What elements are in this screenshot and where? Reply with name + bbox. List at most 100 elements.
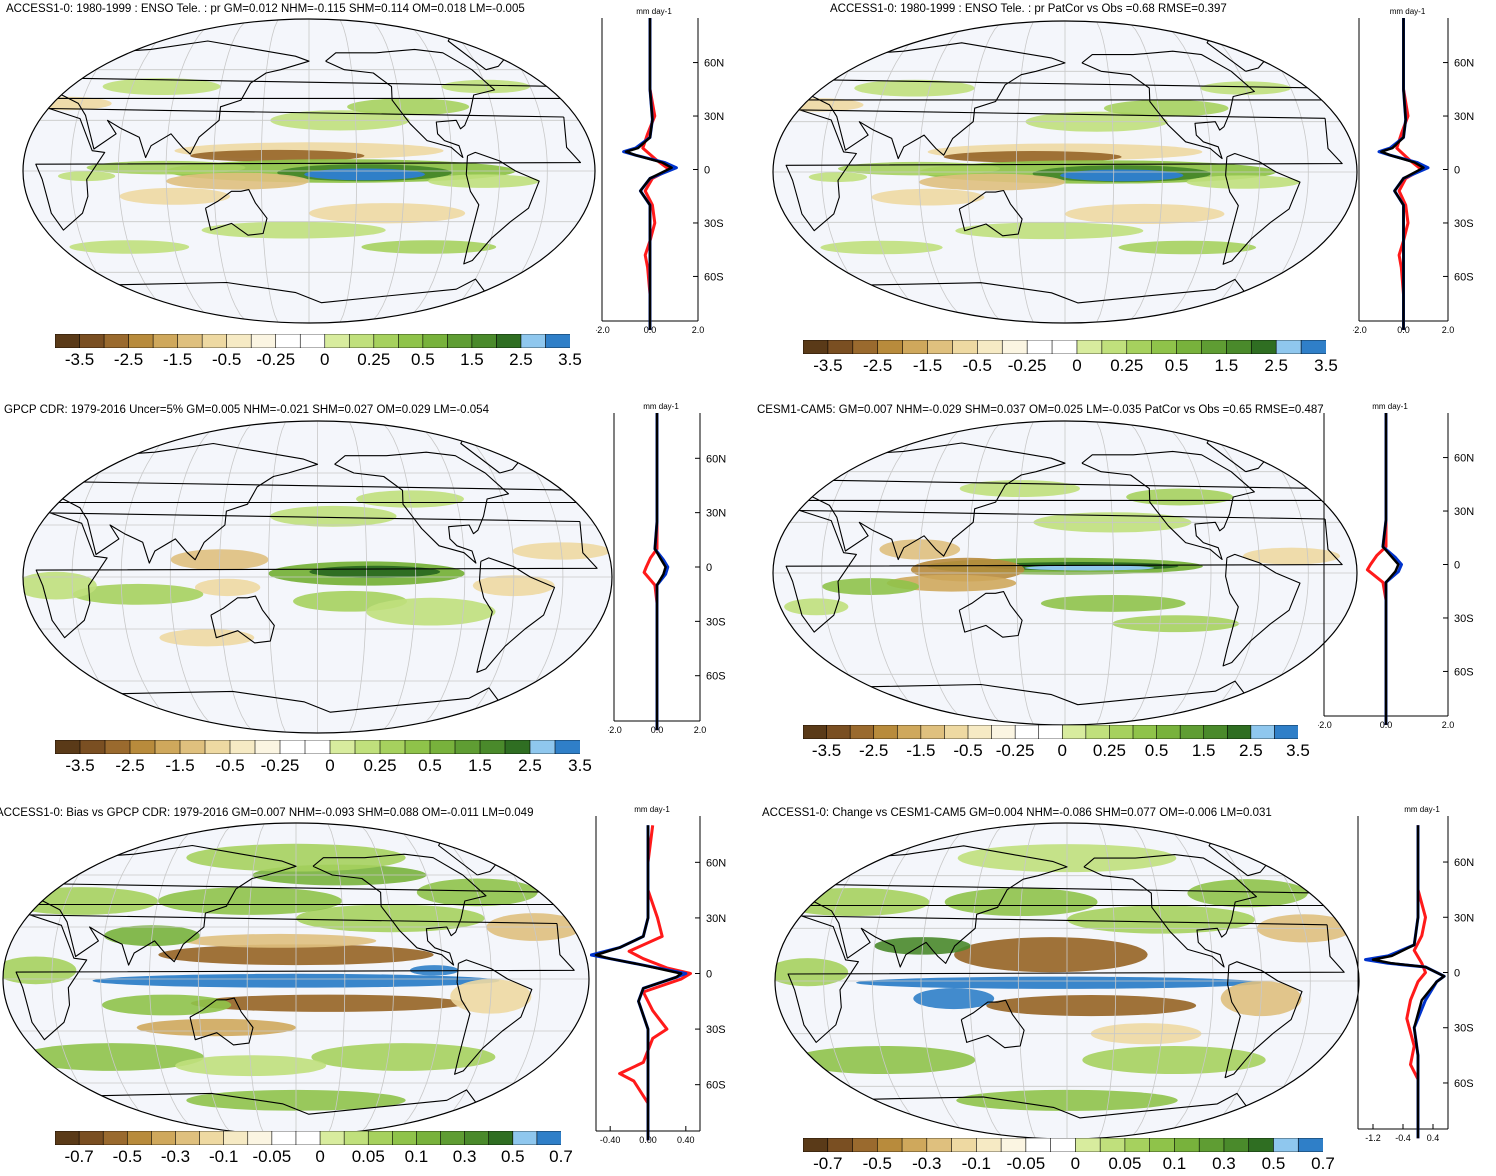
precip-anomaly-region [58, 171, 116, 182]
panel-title: ACCESS1-0: 1980-1999 : ENSO Tele. : pr P… [830, 3, 1227, 15]
colorbar-tick-label: -3.5 [65, 756, 95, 775]
graticule-meridian [1127, 21, 1163, 323]
colorbar-tick-label: -1.5 [165, 756, 195, 775]
profile-x-label: -0.4 [1395, 1133, 1411, 1143]
colorbar-tick-label: -2.5 [859, 741, 889, 760]
graticule-meridian [213, 19, 248, 323]
profile-x-label: 0.0 [1397, 325, 1410, 335]
profile-lat-label: 60N [706, 857, 726, 869]
graticule-meridian [149, 823, 203, 1135]
graticule-meridian [1017, 823, 1037, 1139]
colorbar-swatch [852, 340, 879, 354]
graticule-meridian [1095, 21, 1115, 323]
coastline [787, 915, 1345, 1043]
graticule-meridian [400, 19, 453, 323]
colorbar-swatch [826, 725, 851, 739]
graticule-meridian [100, 823, 171, 1135]
precip-anomaly-region [4, 887, 158, 915]
graticule-meridian [1190, 21, 1261, 323]
coastline [1081, 50, 1255, 160]
colorbar-swatch [247, 1131, 273, 1145]
colorbar-tick-label: 3.5 [558, 350, 582, 369]
colorbar-tick-label: -3.5 [64, 350, 95, 369]
coastline [1081, 450, 1255, 561]
profile-line-red [641, 18, 671, 330]
colorbar-swatch [488, 1131, 514, 1145]
precip-map [2, 822, 590, 1136]
profile-x-label: -2.0 [608, 725, 622, 735]
profile-unit-label: mm day-1 [634, 805, 670, 814]
profile-lat-label: 60N [1454, 453, 1474, 465]
profile-unit-label: mm day-1 [1390, 7, 1426, 16]
panel-cesm-enso: CESM1-CAM5: GM=0.007 NHM=-0.029 SHM=0.03… [748, 395, 1496, 785]
colorbar-tick-label: 1.5 [1214, 356, 1239, 375]
profile-lat-label: 60S [1454, 1078, 1474, 1090]
colorbar-swatch [496, 334, 522, 348]
colorbar-swatch [1151, 340, 1178, 354]
profile-unit-label: mm day-1 [1404, 805, 1440, 814]
precip-anomaly-region [190, 994, 467, 1012]
colorbar-tick-label: -0.5 [212, 350, 242, 369]
colorbar-tick-label: -0.1 [209, 1147, 239, 1166]
colorbar-swatch [279, 740, 306, 754]
colorbar [55, 1131, 561, 1145]
colorbar-swatch [479, 740, 506, 754]
colorbar-swatch [1124, 1138, 1151, 1152]
colorbar [55, 334, 570, 348]
graticule-meridian [218, 421, 255, 733]
coastline [25, 844, 561, 966]
colorbar-tick-label: -0.25 [995, 741, 1035, 760]
colorbar-tick-label: 0.5 [1261, 1154, 1286, 1173]
profile-line-red [1395, 18, 1423, 330]
profile-unit-label: mm day-1 [636, 7, 672, 16]
graticule-meridian [370, 19, 405, 323]
colorbar-labels: -3.5 -2.5 -1.5 -0.5 -0.25 0 0.25 0.5 1.5 2.5 3.5 [803, 741, 1310, 763]
colorbar-swatch [1026, 340, 1053, 354]
profile-lat-label: 60S [706, 671, 726, 683]
colorbar-tick-label: -0.25 [1007, 356, 1047, 375]
colorbar-tick-label: 0 [1072, 356, 1082, 375]
panel-title: ACCESS1-0: Change vs CESM1-CAM5 GM=0.004… [762, 807, 1272, 819]
colorbar-swatch [229, 740, 256, 754]
profile-lat-label: 0 [1454, 968, 1460, 980]
panel-access-bias: ACCESS1-0: Bias vs GPCP CDR: 1979-2016 G… [0, 798, 748, 1171]
graticule-meridian [1015, 21, 1035, 323]
colorbar-swatch [1297, 1138, 1323, 1152]
colorbar-swatch [223, 1131, 249, 1145]
colorbar-swatch [152, 334, 179, 348]
precip-anomaly-region [102, 78, 221, 95]
precip-anomaly-region [159, 629, 255, 647]
graticule-meridian [918, 421, 972, 725]
colorbar-swatch [1179, 725, 1205, 739]
profile-lat-label: 0 [704, 165, 710, 177]
precip-map [22, 420, 613, 734]
coastline [204, 189, 268, 236]
colorbar-swatch [967, 725, 993, 739]
colorbar-swatch [877, 340, 904, 354]
coastline [454, 959, 533, 1075]
coastline [64, 278, 554, 304]
graticule-meridian [443, 421, 515, 733]
coastline [817, 1092, 1317, 1119]
graticule-meridian [869, 421, 940, 725]
precip-anomaly-region [136, 1018, 296, 1037]
colorbar-tick-label: 0.1 [1162, 1154, 1187, 1173]
graticule-meridian [869, 21, 940, 323]
colorbar-swatch [354, 740, 381, 754]
colorbar-tick-label: 0.25 [1110, 356, 1144, 375]
panel-access-patcor: ACCESS1-0: 1980-1999 : ENSO Tele. : pr P… [748, 0, 1496, 390]
colorbar [55, 740, 580, 754]
graticule-meridian [1192, 823, 1263, 1139]
profile-lat-label: 60N [704, 58, 724, 70]
colorbar [803, 340, 1326, 354]
profile-line-red [1365, 413, 1388, 725]
colorbar-tick-label: -1.5 [162, 350, 193, 369]
colorbar-swatch [1203, 725, 1228, 739]
colorbar-swatch [520, 334, 547, 348]
colorbar-swatch [129, 740, 156, 754]
precip-anomaly-region [1242, 547, 1341, 565]
colorbar-tick-label: 2.5 [1264, 356, 1289, 375]
